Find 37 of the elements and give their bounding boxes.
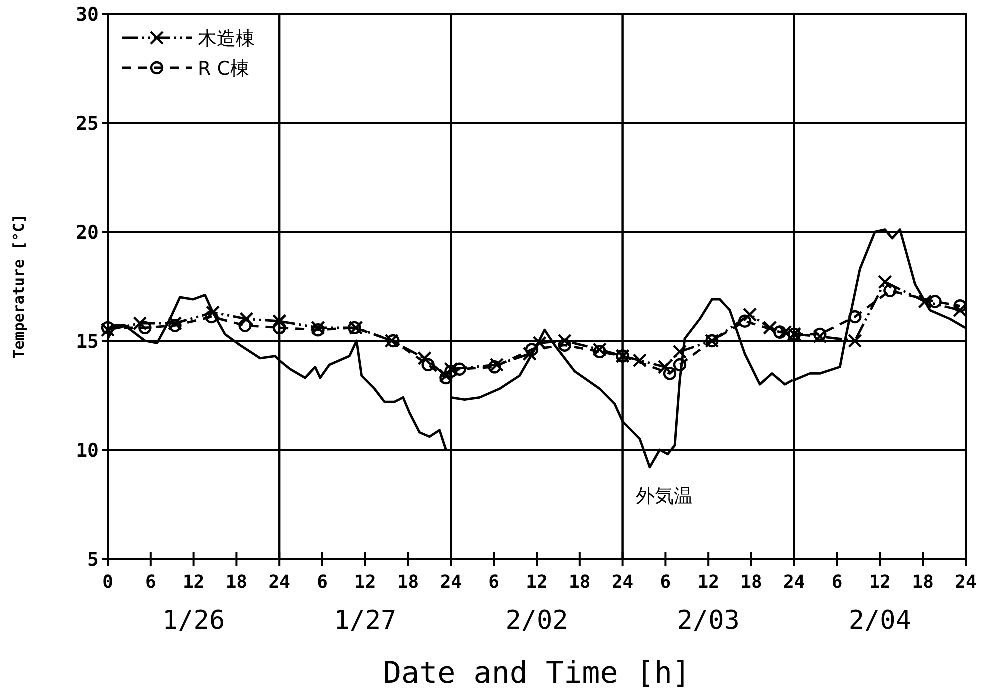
x-tick-label: 6 xyxy=(488,572,500,593)
text: Date and Time [h] xyxy=(383,656,691,691)
x-tick-label: 18 xyxy=(569,572,591,593)
x-tick-label: 12 xyxy=(698,572,720,593)
x-tick-label: 24 xyxy=(440,572,462,593)
x-tick-label: 6 xyxy=(145,572,156,593)
x-tick-label: 12 xyxy=(354,572,376,593)
x-tick-label: 18 xyxy=(226,572,248,593)
x-axis-title: 2/03 xyxy=(677,606,740,636)
legend-label: R C棟 xyxy=(198,58,250,80)
y-tick-label: 20 xyxy=(76,222,99,244)
x-tick-label: 6 xyxy=(832,572,843,593)
x-axis-title: 1/26 xyxy=(162,606,226,636)
annotation: 外気温 xyxy=(636,485,693,508)
x-tick-label: 24 xyxy=(612,572,634,593)
x-axis-title: 2/02 xyxy=(506,606,568,636)
y-tick-label: 30 xyxy=(76,4,99,26)
y-tick-label: 5 xyxy=(88,549,99,571)
x-tick-label: 24 xyxy=(955,572,977,593)
x-tick-label: 12 xyxy=(526,572,548,593)
x-tick-label: 24 xyxy=(784,572,806,593)
x-tick-label: 0 xyxy=(102,572,114,593)
x-tick-label: 6 xyxy=(660,572,672,593)
x-tick-label: 12 xyxy=(869,572,892,593)
x-tick-label: 18 xyxy=(912,572,934,593)
y-tick-label: 25 xyxy=(76,113,99,135)
y-axis-title: Temperature [°C] xyxy=(10,214,28,359)
x-tick-label: 18 xyxy=(740,572,762,593)
x-tick-label: 12 xyxy=(182,572,205,593)
x-tick-label: 24 xyxy=(268,572,291,593)
x-axis-title: 1/27 xyxy=(334,606,397,636)
legend-label: 木造棟 xyxy=(198,28,255,50)
x-tick-label: 18 xyxy=(397,572,420,593)
x-axis-title: 2/04 xyxy=(848,606,912,636)
x-tick-label: 6 xyxy=(317,572,328,593)
y-tick-label: 10 xyxy=(76,440,99,462)
y-tick-label: 15 xyxy=(76,331,99,353)
